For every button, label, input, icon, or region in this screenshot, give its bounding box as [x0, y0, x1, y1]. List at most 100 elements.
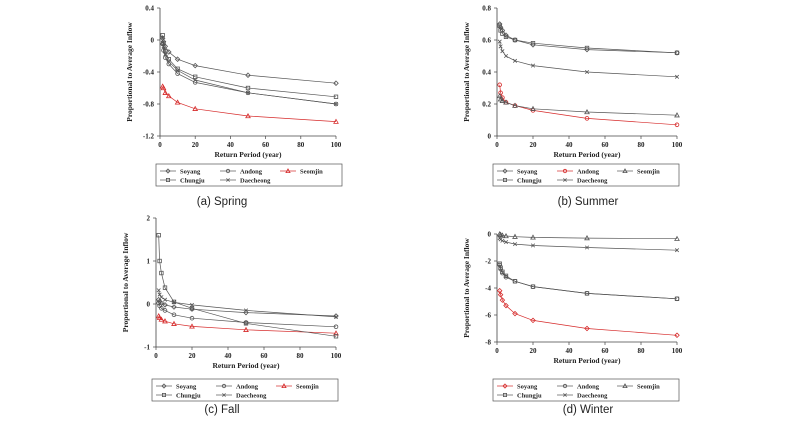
data-point [165, 92, 172, 99]
data-point [171, 304, 177, 310]
data-point [497, 96, 504, 102]
data-point [498, 44, 503, 49]
y-tick-label: 0 [488, 133, 492, 141]
legend-label: Soyang [517, 168, 538, 175]
series-andong [497, 82, 680, 128]
data-point [162, 285, 168, 290]
data-point [512, 242, 518, 247]
legend-entry-seomjin: Seomjin [617, 383, 660, 390]
legend-label: Andong [240, 168, 263, 175]
data-point [497, 23, 502, 28]
legend-label: Seomjin [296, 383, 319, 390]
series-daecheong [497, 39, 680, 79]
legend-entry-andong: Andong [557, 383, 600, 390]
series-line [499, 95, 678, 116]
data-point [174, 56, 181, 62]
x-axis-label: Return Period (year) [553, 150, 621, 159]
y-tick-label: -0.8 [143, 101, 155, 109]
panel-caption: (a) Spring [197, 196, 248, 208]
data-point [530, 317, 536, 324]
data-point [333, 330, 339, 336]
series-line [499, 290, 678, 336]
legend-label: Seomjin [637, 383, 660, 390]
y-tick-label: -1 [144, 344, 150, 352]
data-point [333, 314, 339, 319]
x-axis-label: Return Period (year) [212, 361, 280, 370]
data-point [333, 80, 339, 86]
data-point [530, 63, 536, 68]
data-point [155, 296, 162, 303]
data-point [171, 320, 177, 326]
x-tick-label: 80 [638, 141, 646, 149]
series-chungju [497, 23, 680, 55]
series-line [499, 233, 678, 240]
data-point [584, 116, 590, 121]
legend-label: Andong [577, 168, 600, 175]
legend-label: Soyang [517, 383, 538, 390]
data-point [189, 315, 195, 321]
series-seomjin [496, 230, 680, 241]
data-point [584, 325, 590, 332]
series-chungju [156, 233, 339, 339]
data-point [156, 314, 163, 320]
y-tick-label: 0 [488, 231, 492, 239]
legend-label: Daecheong [577, 177, 608, 184]
legend-entry-daecheong: Daecheong [557, 392, 608, 399]
data-point [500, 31, 505, 36]
legend-marker [222, 393, 226, 397]
x-tick-label: 100 [331, 352, 342, 360]
panel-caption: (b) Summer [558, 196, 619, 208]
data-point [243, 308, 249, 313]
data-point [512, 233, 518, 239]
data-point [175, 71, 180, 76]
legend-marker [281, 383, 287, 389]
data-point [674, 122, 680, 128]
data-point [158, 316, 165, 322]
data-point [530, 234, 536, 240]
legend-label: Daecheong [236, 392, 267, 399]
data-point [674, 332, 680, 339]
data-point [584, 245, 590, 250]
chart-panel-4: 0 -2 -4 -6 -8 0 20 40 60 80 100 Return Period (year… [462, 231, 683, 417]
legend: Soyang Andong Seomjin Chungju Daecheong [492, 163, 680, 187]
legend-entry-soyang: Soyang [497, 383, 538, 390]
data-point [584, 108, 590, 115]
y-tick-label: -6 [485, 312, 491, 320]
legend-box [492, 163, 680, 187]
data-point [512, 58, 518, 63]
data-point [333, 101, 339, 107]
series-line [499, 25, 678, 54]
series-chungju [160, 33, 339, 99]
x-tick-label: 40 [566, 141, 574, 149]
legend-box [155, 163, 343, 187]
y-tick-label: 1 [147, 258, 151, 266]
data-point [333, 118, 339, 124]
legend-marker [161, 392, 166, 397]
series-daecheong [156, 288, 339, 319]
data-point [162, 297, 168, 302]
legend: Soyang Andong Seomjin Chungju Daecheong [492, 378, 680, 402]
y-tick-label: 2 [147, 215, 151, 223]
data-point [162, 318, 168, 324]
legend-box [151, 378, 339, 402]
data-point [674, 296, 680, 301]
x-axis-label: Return Period (year) [553, 356, 621, 365]
legend-marker [226, 178, 230, 182]
data-point [674, 248, 680, 253]
series-line [162, 37, 337, 105]
data-point [161, 44, 166, 49]
data-point [512, 37, 518, 43]
data-point [245, 72, 251, 78]
legend-marker [563, 393, 567, 397]
legend-label: Chungju [176, 392, 201, 399]
data-point [503, 240, 509, 245]
data-point [496, 92, 503, 99]
legend-marker [562, 383, 568, 389]
data-point [503, 99, 509, 105]
data-point [192, 105, 199, 111]
data-point [503, 34, 509, 39]
y-tick-label: 0 [151, 37, 155, 45]
chart-panel-3: 2 1 0 -1 0 20 40 60 80 100 Return Period (year) Pro… [121, 215, 342, 417]
data-point [530, 41, 536, 46]
data-point [333, 324, 339, 330]
